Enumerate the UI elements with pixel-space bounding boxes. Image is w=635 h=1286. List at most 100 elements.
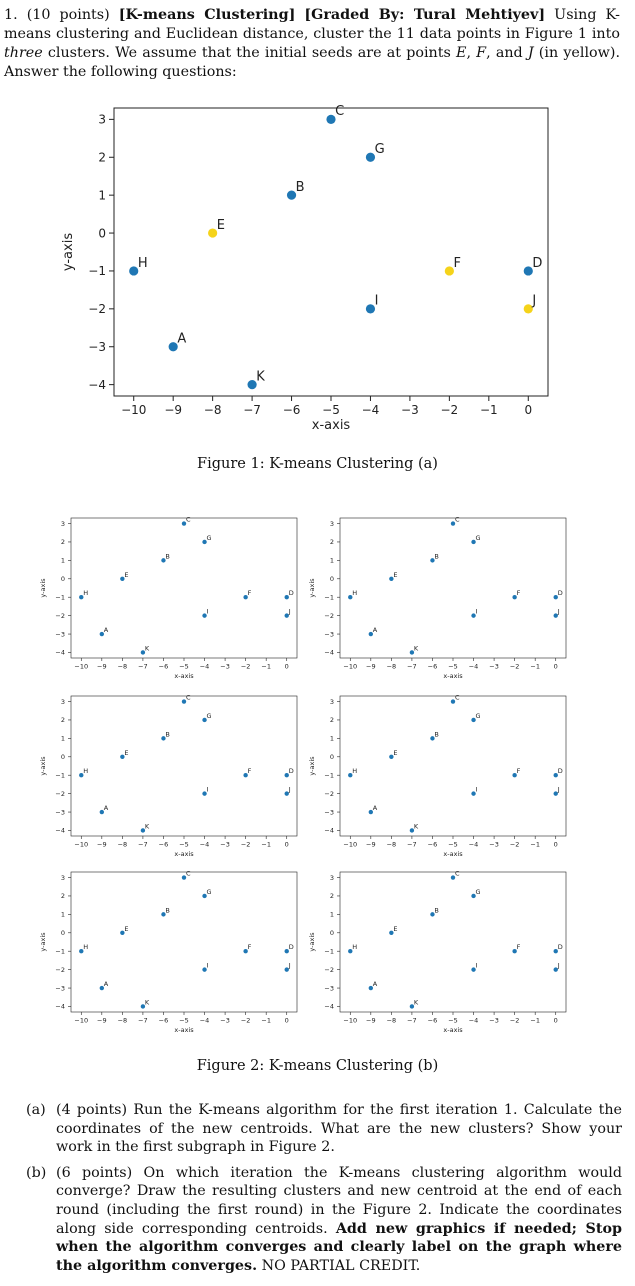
- x-tick-label: −8: [387, 663, 397, 671]
- data-point-g: [202, 893, 207, 899]
- point-label-f: F: [248, 589, 252, 597]
- y-tick-label: 3: [61, 698, 65, 706]
- x-tick-label: −1: [261, 841, 271, 849]
- x-tick-label: −8: [118, 841, 128, 849]
- x-tick-label: −10: [74, 1017, 88, 1025]
- point-label-d: D: [558, 767, 563, 775]
- plot-frame: [113, 107, 549, 397]
- problem-number: 1.: [4, 7, 18, 23]
- question-b: (b) (6 points) On which iteration the K-…: [26, 1164, 622, 1276]
- x-tick-label: −10: [74, 841, 88, 849]
- figure2-subplot-5: −10 −9 −8 −7 −6 −5 −4 −3 −2 −1 03210−1−2−3−4x-axis…: [39, 870, 298, 1034]
- figure2-subplot-4: −10 −9 −8 −7 −6 −5 −4 −3 −2 −1 03210−1−2−3−4x-axis…: [308, 694, 567, 858]
- plot-frame: [339, 695, 567, 837]
- x-tick-label: −4: [362, 403, 380, 417]
- x-tick-label: −8: [387, 841, 397, 849]
- y-tick-label: −1: [55, 947, 65, 955]
- y-tick-label: 1: [61, 911, 65, 919]
- question-a-text: (4 points) Run the K-means algorithm for…: [56, 1102, 622, 1156]
- x-tick-label: −7: [407, 663, 417, 671]
- y-tick-label: −2: [324, 790, 334, 798]
- y-tick-label: 1: [330, 735, 334, 743]
- data-point-k: [409, 828, 415, 833]
- sep-2: , and: [486, 45, 528, 61]
- point-label-b: B: [165, 730, 169, 738]
- point-label-k: K: [145, 998, 150, 1006]
- data-point-f: [512, 595, 517, 600]
- data-point-f: [512, 773, 517, 778]
- x-tick-label: 0: [554, 663, 558, 671]
- figure2-subplot-2: −10 −9 −8 −7 −6 −5 −4 −3 −2 −1 03210−1−2−3−4x-axis…: [308, 516, 567, 680]
- data-point-b: [286, 190, 297, 200]
- x-tick-label: −6: [159, 841, 169, 849]
- data-point-c: [450, 521, 456, 526]
- point-label-j: J: [557, 608, 560, 616]
- y-tick-label: 3: [330, 874, 334, 882]
- y-tick-label: −4: [324, 649, 334, 657]
- plot-frame: [70, 871, 298, 1013]
- x-tick-label: −8: [387, 1017, 397, 1025]
- data-point-e: [208, 228, 218, 238]
- x-tick-label: −9: [97, 1017, 107, 1025]
- y-tick-label: 0: [61, 753, 65, 761]
- point-label-a: A: [104, 980, 109, 988]
- x-tick-label: −1: [530, 841, 540, 849]
- y-tick-label: 0: [330, 753, 334, 761]
- x-tick-label: −3: [489, 663, 499, 671]
- x-tick-label: −6: [428, 663, 438, 671]
- point-label-g: G: [207, 534, 212, 542]
- x-tick-label: −5: [448, 663, 458, 671]
- data-point-b: [430, 736, 435, 741]
- y-tick-label: −2: [88, 302, 106, 316]
- question-b-text: (6 points) On which iteration the K-mean…: [56, 1164, 622, 1237]
- x-tick-label: −8: [118, 1017, 128, 1025]
- figure2-caption: Figure 2: K-means Clustering (b): [196, 1058, 439, 1074]
- y-tick-label: −3: [88, 340, 106, 354]
- point-label-h: H: [83, 767, 88, 775]
- y-tick-label: −4: [324, 827, 334, 835]
- x-tick-label: −9: [366, 1017, 376, 1025]
- x-tick-label: −3: [489, 1017, 499, 1025]
- x-tick-label: 0: [285, 1017, 289, 1025]
- point-label-i: I: [375, 294, 379, 309]
- point-label-k: K: [145, 644, 150, 652]
- y-tick-label: −4: [88, 378, 106, 392]
- y-tick-label: −4: [55, 1003, 65, 1011]
- problem-statement: 1. (10 points) [K-means Clustering] [Gra…: [4, 6, 620, 82]
- data-point-h: [79, 949, 84, 954]
- y-tick-label: −1: [324, 771, 334, 779]
- y-tick-label: 3: [61, 520, 65, 528]
- point-label-e: E: [124, 925, 128, 933]
- point-label-k: K: [145, 822, 150, 830]
- x-tick-label: −3: [220, 663, 230, 671]
- data-point-e: [120, 576, 125, 581]
- x-tick-label: −9: [164, 403, 182, 417]
- y-axis-label: y-axis: [308, 756, 316, 776]
- plot-frame: [339, 517, 567, 659]
- x-tick-label: −10: [343, 663, 357, 671]
- plot-frame: [339, 871, 567, 1013]
- point-label-g: G: [375, 142, 385, 157]
- x-tick-label: −2: [241, 1017, 251, 1025]
- x-tick-label: −6: [428, 841, 438, 849]
- question-a: (a) (4 points) Run the K-means algorithm…: [26, 1101, 622, 1157]
- data-point-j: [284, 613, 289, 618]
- x-tick-label: −9: [97, 663, 107, 671]
- point-label-e: E: [393, 925, 397, 933]
- x-tick-label: −3: [401, 403, 419, 417]
- data-point-d: [523, 266, 533, 276]
- y-tick-label: 0: [61, 929, 65, 937]
- x-tick-label: −1: [261, 663, 271, 671]
- data-point-d: [553, 773, 558, 778]
- point-label-d: D: [532, 256, 542, 271]
- point-label-h: H: [352, 767, 357, 775]
- y-tick-label: −3: [55, 630, 65, 638]
- data-point-d: [553, 595, 558, 600]
- x-tick-label: −3: [489, 841, 499, 849]
- point-label-a: A: [373, 804, 378, 812]
- x-tick-label: −7: [138, 841, 148, 849]
- data-point-h: [348, 595, 353, 600]
- point-label-f: F: [517, 767, 521, 775]
- questions: (a) (4 points) Run the K-means algorithm…: [26, 1101, 622, 1282]
- x-tick-label: −8: [204, 403, 222, 417]
